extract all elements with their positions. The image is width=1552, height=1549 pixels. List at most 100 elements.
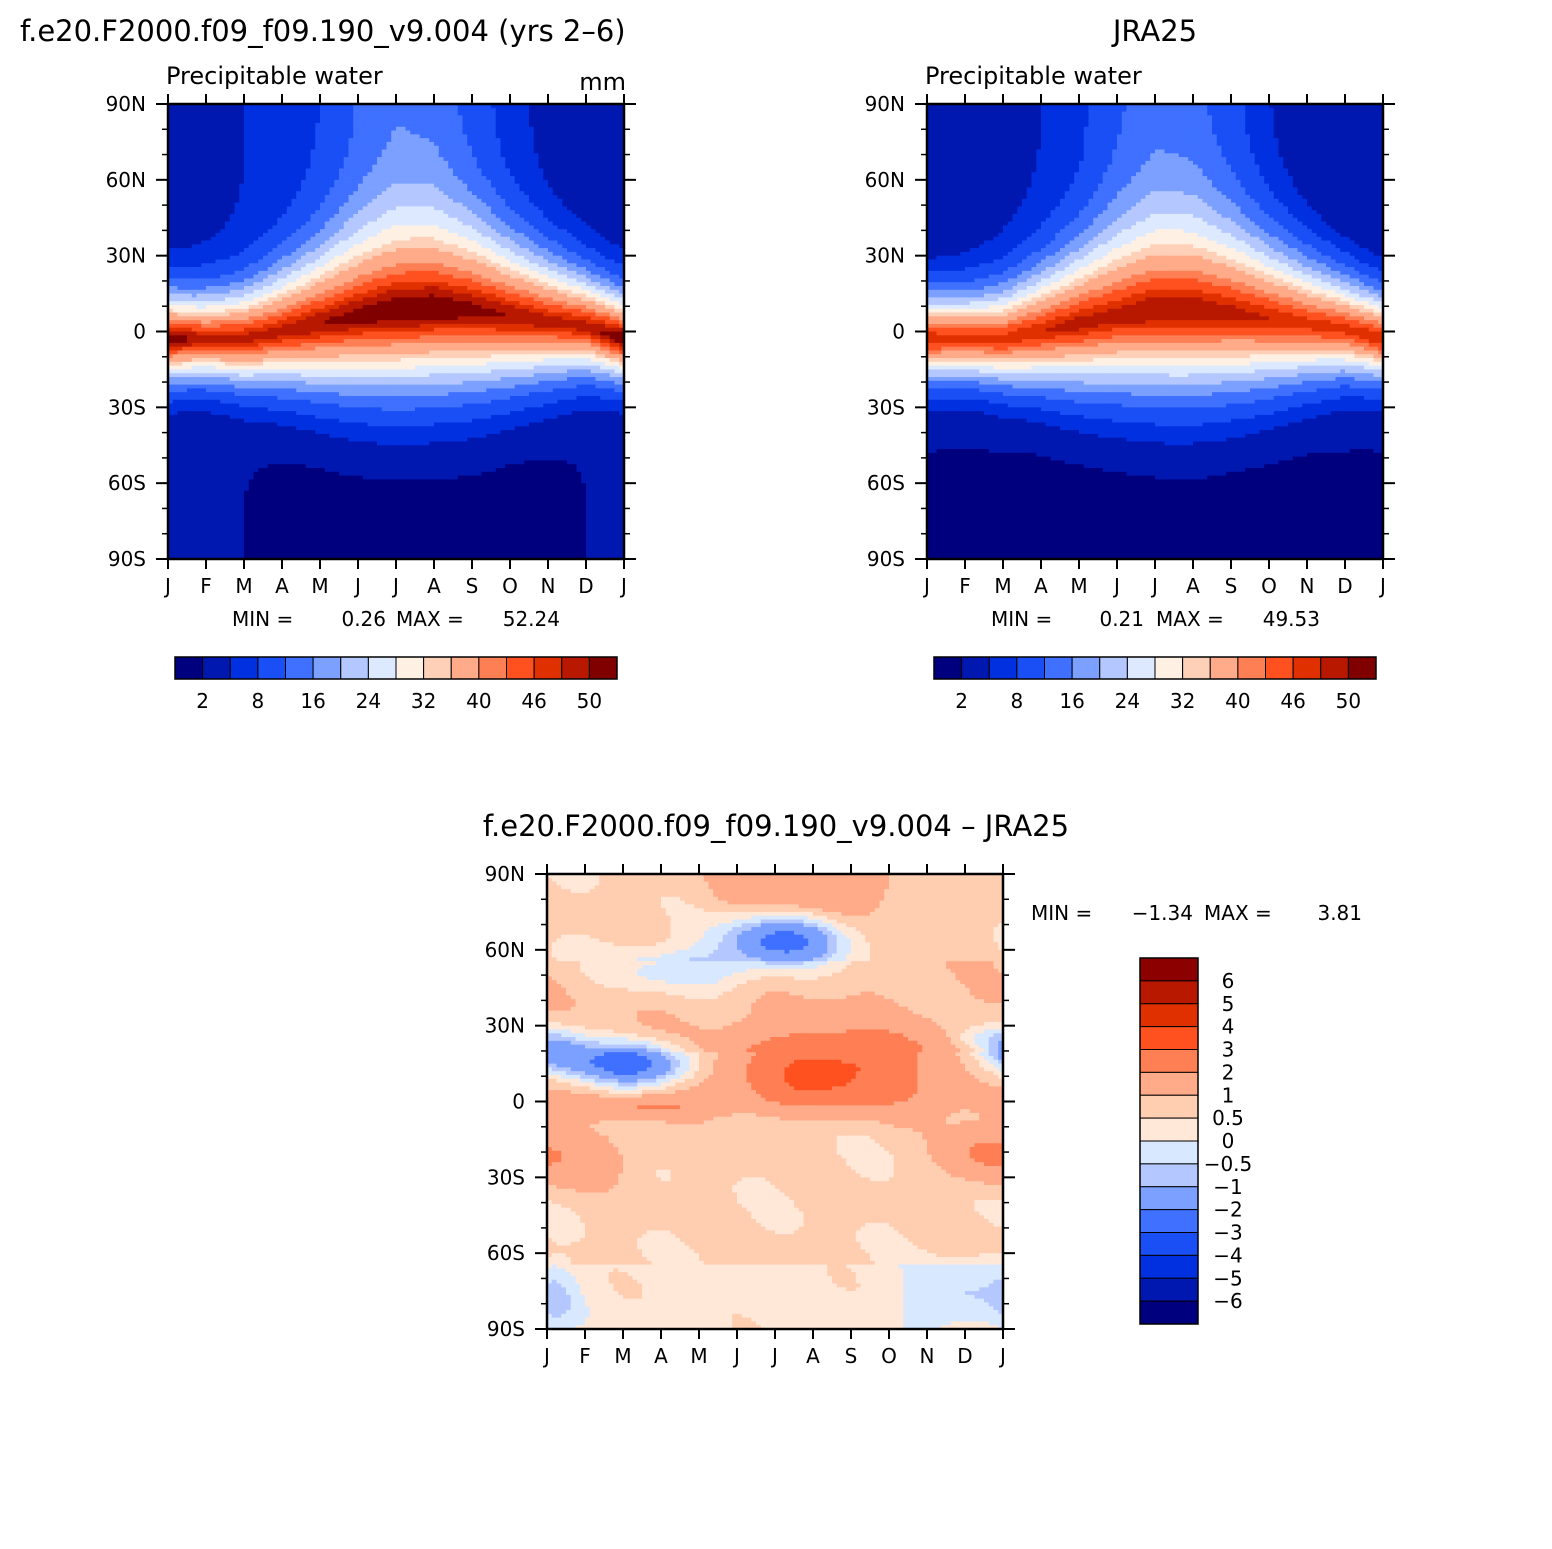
field-cell (192, 115, 197, 119)
field-cell (325, 184, 330, 188)
field-cell (230, 347, 235, 351)
field-cell (325, 119, 330, 123)
field-cell (287, 146, 292, 150)
field-cell (301, 400, 306, 404)
field-cell (254, 476, 259, 480)
field-cell (282, 506, 287, 510)
field-cell (325, 369, 330, 373)
field-cell (258, 278, 263, 282)
field-cell (187, 138, 192, 142)
field-cell (320, 214, 325, 218)
field-cell (225, 263, 230, 267)
field-cell (239, 426, 244, 430)
field-cell (330, 479, 335, 483)
field-cell (306, 423, 311, 427)
field-cell (306, 278, 311, 282)
field-cell (301, 199, 306, 203)
field-cell (182, 134, 187, 138)
field-cell (311, 514, 316, 518)
field-cell (173, 275, 178, 279)
field-cell (263, 203, 268, 207)
field-cell (211, 134, 216, 138)
field-cell (330, 510, 335, 514)
field-cell (320, 441, 325, 445)
field-cell (220, 267, 225, 271)
field-cell (254, 457, 259, 461)
field-cell (206, 366, 211, 370)
field-cell (282, 332, 287, 336)
field-cell (244, 229, 249, 233)
field-cell (225, 271, 230, 275)
field-cell (282, 366, 287, 370)
field-cell (268, 180, 273, 184)
field-cell (225, 203, 230, 207)
field-cell (254, 491, 259, 495)
field-cell (330, 172, 335, 176)
field-cell (201, 354, 206, 358)
field-cell (292, 411, 297, 415)
field-cell (292, 180, 297, 184)
field-cell (263, 468, 268, 472)
field-cell (277, 411, 282, 415)
field-cell (235, 316, 240, 320)
field-cell (178, 354, 183, 358)
field-cell (296, 252, 301, 256)
field-cell (187, 233, 192, 237)
field-cell (244, 206, 249, 210)
field-cell (263, 290, 268, 294)
field-cell (197, 244, 202, 248)
field-cell (301, 460, 306, 464)
field-cell (301, 449, 306, 453)
field-cell (216, 434, 221, 438)
field-cell (239, 332, 244, 336)
field-cell (206, 138, 211, 142)
field-cell (277, 214, 282, 218)
field-cell (187, 123, 192, 127)
field-cell (320, 495, 325, 499)
field-cell (244, 180, 249, 184)
field-cell (187, 301, 192, 305)
field-cell (315, 131, 320, 135)
field-cell (206, 438, 211, 442)
field-cell (230, 294, 235, 298)
field-cell (254, 404, 259, 408)
field-cell (315, 165, 320, 169)
field-cell (173, 411, 178, 415)
field-cell (225, 495, 230, 499)
field-cell (239, 335, 244, 339)
model-subtitle: Precipitable water (166, 62, 383, 90)
field-cell (301, 476, 306, 480)
field-cell (306, 134, 311, 138)
field-cell (287, 430, 292, 434)
field-cell (311, 305, 316, 309)
field-cell (220, 115, 225, 119)
field-cell (216, 468, 221, 472)
field-cell (320, 498, 325, 502)
field-cell (211, 187, 216, 191)
field-cell (330, 540, 335, 544)
field-cell (306, 297, 311, 301)
field-cell (211, 150, 216, 154)
field-cell (311, 532, 316, 536)
field-cell (201, 347, 206, 351)
field-cell (230, 498, 235, 502)
field-cell (192, 343, 197, 347)
field-cell (201, 521, 206, 525)
field-cell (197, 498, 202, 502)
field-cell (206, 222, 211, 226)
field-cell (296, 472, 301, 476)
field-cell (173, 453, 178, 457)
field-cell (315, 358, 320, 362)
field-cell (315, 218, 320, 222)
field-cell (315, 206, 320, 210)
field-cell (268, 536, 273, 540)
field-cell (239, 544, 244, 548)
field-cell (230, 233, 235, 237)
field-cell (287, 153, 292, 157)
field-cell (334, 514, 339, 518)
field-cell (178, 153, 183, 157)
field-cell (311, 119, 316, 123)
field-cell (244, 146, 249, 150)
field-cell (239, 278, 244, 282)
field-cell (235, 491, 240, 495)
